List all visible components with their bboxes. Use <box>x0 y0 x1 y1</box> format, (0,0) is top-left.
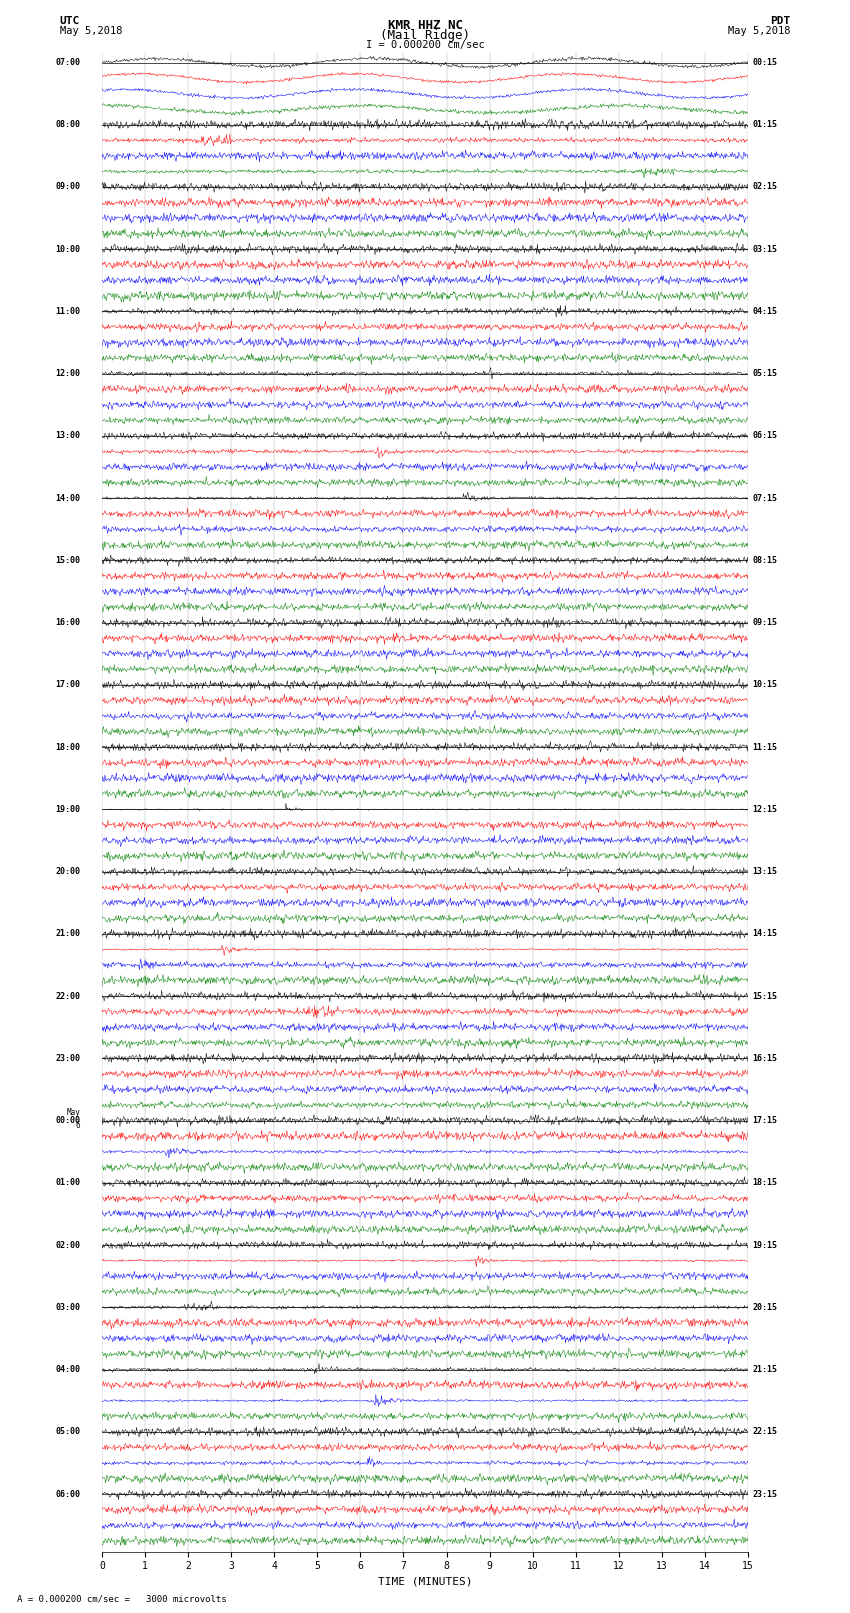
Text: 03:15: 03:15 <box>752 245 777 253</box>
Text: 00:00: 00:00 <box>55 1116 81 1126</box>
Text: 11:15: 11:15 <box>752 742 777 752</box>
Text: 16:00: 16:00 <box>55 618 81 627</box>
Text: 02:00: 02:00 <box>55 1240 81 1250</box>
Text: 22:15: 22:15 <box>752 1428 777 1437</box>
Text: May 5,2018: May 5,2018 <box>728 26 791 35</box>
Text: 23:15: 23:15 <box>752 1490 777 1498</box>
Text: I = 0.000200 cm/sec: I = 0.000200 cm/sec <box>366 40 484 50</box>
Text: 22:00: 22:00 <box>55 992 81 1000</box>
Text: 13:15: 13:15 <box>752 868 777 876</box>
Text: 12:15: 12:15 <box>752 805 777 815</box>
Text: 09:00: 09:00 <box>55 182 81 192</box>
Text: 11:00: 11:00 <box>55 306 81 316</box>
Text: 06:15: 06:15 <box>752 431 777 440</box>
Text: 10:00: 10:00 <box>55 245 81 253</box>
Text: 15:00: 15:00 <box>55 556 81 565</box>
Text: 07:15: 07:15 <box>752 494 777 503</box>
Text: A = 0.000200 cm/sec =   3000 microvolts: A = 0.000200 cm/sec = 3000 microvolts <box>17 1594 227 1603</box>
Text: 01:15: 01:15 <box>752 121 777 129</box>
Text: 05:00: 05:00 <box>55 1428 81 1437</box>
Text: 03:00: 03:00 <box>55 1303 81 1311</box>
Text: 17:15: 17:15 <box>752 1116 777 1126</box>
Text: KMR HHZ NC: KMR HHZ NC <box>388 19 462 32</box>
Text: 20:15: 20:15 <box>752 1303 777 1311</box>
Text: 04:15: 04:15 <box>752 306 777 316</box>
Text: 21:00: 21:00 <box>55 929 81 939</box>
Text: 02:15: 02:15 <box>752 182 777 192</box>
Text: 05:15: 05:15 <box>752 369 777 377</box>
Text: 08:00: 08:00 <box>55 121 81 129</box>
Text: 01:00: 01:00 <box>55 1179 81 1187</box>
Text: 19:00: 19:00 <box>55 805 81 815</box>
Text: May: May <box>66 1108 81 1118</box>
Text: 10:15: 10:15 <box>752 681 777 689</box>
Text: 00:15: 00:15 <box>752 58 777 68</box>
Text: 17:00: 17:00 <box>55 681 81 689</box>
Text: 07:00: 07:00 <box>55 58 81 68</box>
Text: PDT: PDT <box>770 16 790 26</box>
Text: 23:00: 23:00 <box>55 1053 81 1063</box>
Text: 08:15: 08:15 <box>752 556 777 565</box>
Text: 15:15: 15:15 <box>752 992 777 1000</box>
Text: 13:00: 13:00 <box>55 431 81 440</box>
Text: 18:15: 18:15 <box>752 1179 777 1187</box>
Text: UTC: UTC <box>60 16 80 26</box>
Text: 12:00: 12:00 <box>55 369 81 377</box>
Text: 14:00: 14:00 <box>55 494 81 503</box>
Text: 16:15: 16:15 <box>752 1053 777 1063</box>
Text: 18:00: 18:00 <box>55 742 81 752</box>
Text: May 5,2018: May 5,2018 <box>60 26 122 35</box>
Text: 09:15: 09:15 <box>752 618 777 627</box>
Text: 21:15: 21:15 <box>752 1365 777 1374</box>
Text: 20:00: 20:00 <box>55 868 81 876</box>
Text: 06:00: 06:00 <box>55 1490 81 1498</box>
X-axis label: TIME (MINUTES): TIME (MINUTES) <box>377 1578 473 1587</box>
Text: 14:15: 14:15 <box>752 929 777 939</box>
Text: 19:15: 19:15 <box>752 1240 777 1250</box>
Text: 04:00: 04:00 <box>55 1365 81 1374</box>
Text: 6: 6 <box>76 1121 81 1129</box>
Text: (Mail Ridge): (Mail Ridge) <box>380 29 470 42</box>
